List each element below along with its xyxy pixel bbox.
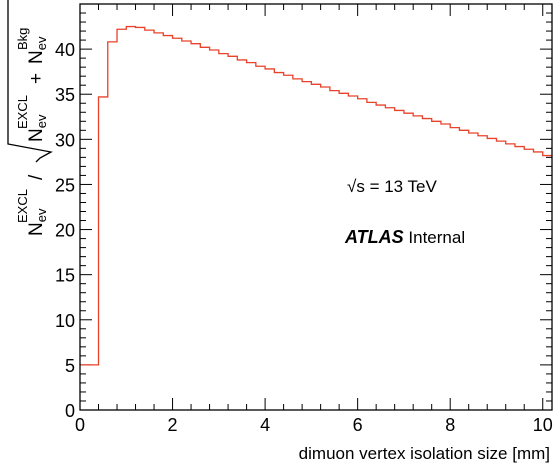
x-tick-label: 4 [260,415,270,435]
energy-annotation: √s = 13 TeV [347,177,437,196]
y-label-numerator-sub: ev [34,208,49,222]
y-tick-label: 5 [65,356,75,376]
atlas-logo-text: ATLAS [344,227,404,247]
axis-ticks [79,3,552,411]
y-tick-label: 25 [55,175,75,195]
svg-text:√s = 13 TeV: √s = 13 TeV [347,177,437,196]
y-axis-title: Nev EXCL / Nev EXCL + Nev Bkg [7,0,53,236]
svg-text:ATLAS Internal: ATLAS Internal [344,227,465,247]
y-label-plus: + [26,73,47,84]
y-label-root-term1-sup: EXCL [15,95,30,129]
y-label-sqrt-sign [7,0,53,163]
y-tick-label: 35 [55,85,75,105]
x-tick-label: 8 [445,415,455,435]
energy-value: = 13 TeV [365,177,438,196]
x-axis-title: dimuon vertex isolation size [mm] [299,444,550,463]
y-label-root-term1-sub: ev [34,114,49,128]
x-tick-label: 0 [75,415,85,435]
plot-frame [79,3,553,411]
histogram-step-line [80,25,552,366]
y-tick-label: 30 [55,130,75,150]
energy-sqrt-s: √s [347,177,365,196]
y-label-root-term2-sup: Bkg [15,28,30,50]
y-tick-label: 40 [55,40,75,60]
y-tick-label: 20 [55,221,75,241]
y-label-separator: / [26,174,47,180]
atlas-label: ATLAS Internal [344,227,465,247]
y-tick-label: 0 [65,401,75,421]
x-tick-label: 10 [533,415,553,435]
y-label-numerator: N [26,222,47,236]
atlas-status-text: Internal [404,228,465,247]
y-tick-label: 10 [55,311,75,331]
y-tick-label: 15 [55,266,75,286]
svg-text:Nev: Nev [26,114,49,142]
x-tick-label: 2 [168,415,178,435]
x-tick-label: 6 [353,415,363,435]
y-label-root-term2: N [26,50,47,64]
svg-text:Nev: Nev [26,208,49,236]
svg-text:Nev: Nev [26,36,49,64]
y-label-numerator-sup: EXCL [15,189,30,223]
tick-labels: 0 2 4 6 8 10 0 5 10 15 20 25 30 35 40 [55,40,553,435]
y-label-root-term2-sub: ev [34,36,49,50]
y-label-root-term1: N [26,128,47,142]
